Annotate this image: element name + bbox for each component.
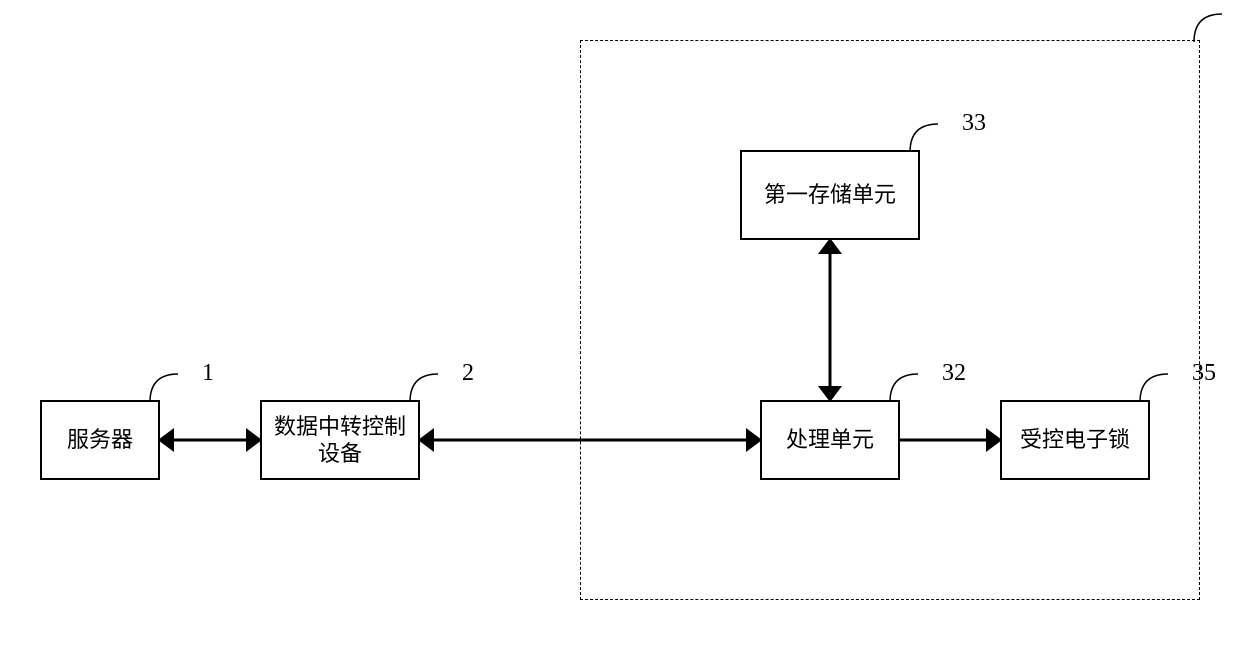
svg-text:1: 1 <box>202 360 214 386</box>
svg-text:2: 2 <box>462 360 474 386</box>
node-server: 服务器 <box>40 400 160 480</box>
node-controlled-elock: 受控电子锁 <box>1000 400 1150 480</box>
node-first-storage-unit: 第一存储单元 <box>740 150 920 240</box>
node-label: 受控电子锁 <box>1020 426 1130 454</box>
node-label: 数据中转控制设备 <box>274 413 406 468</box>
node-label: 服务器 <box>67 426 133 454</box>
node-label: 第一存储单元 <box>764 181 896 209</box>
container-box <box>580 40 1200 600</box>
diagram-canvas: 服务器 数据中转控制设备 处理单元 第一存储单元 受控电子锁 123233353 <box>0 0 1240 664</box>
node-relay-controller: 数据中转控制设备 <box>260 400 420 480</box>
node-processing-unit: 处理单元 <box>760 400 900 480</box>
node-label: 处理单元 <box>786 426 874 454</box>
